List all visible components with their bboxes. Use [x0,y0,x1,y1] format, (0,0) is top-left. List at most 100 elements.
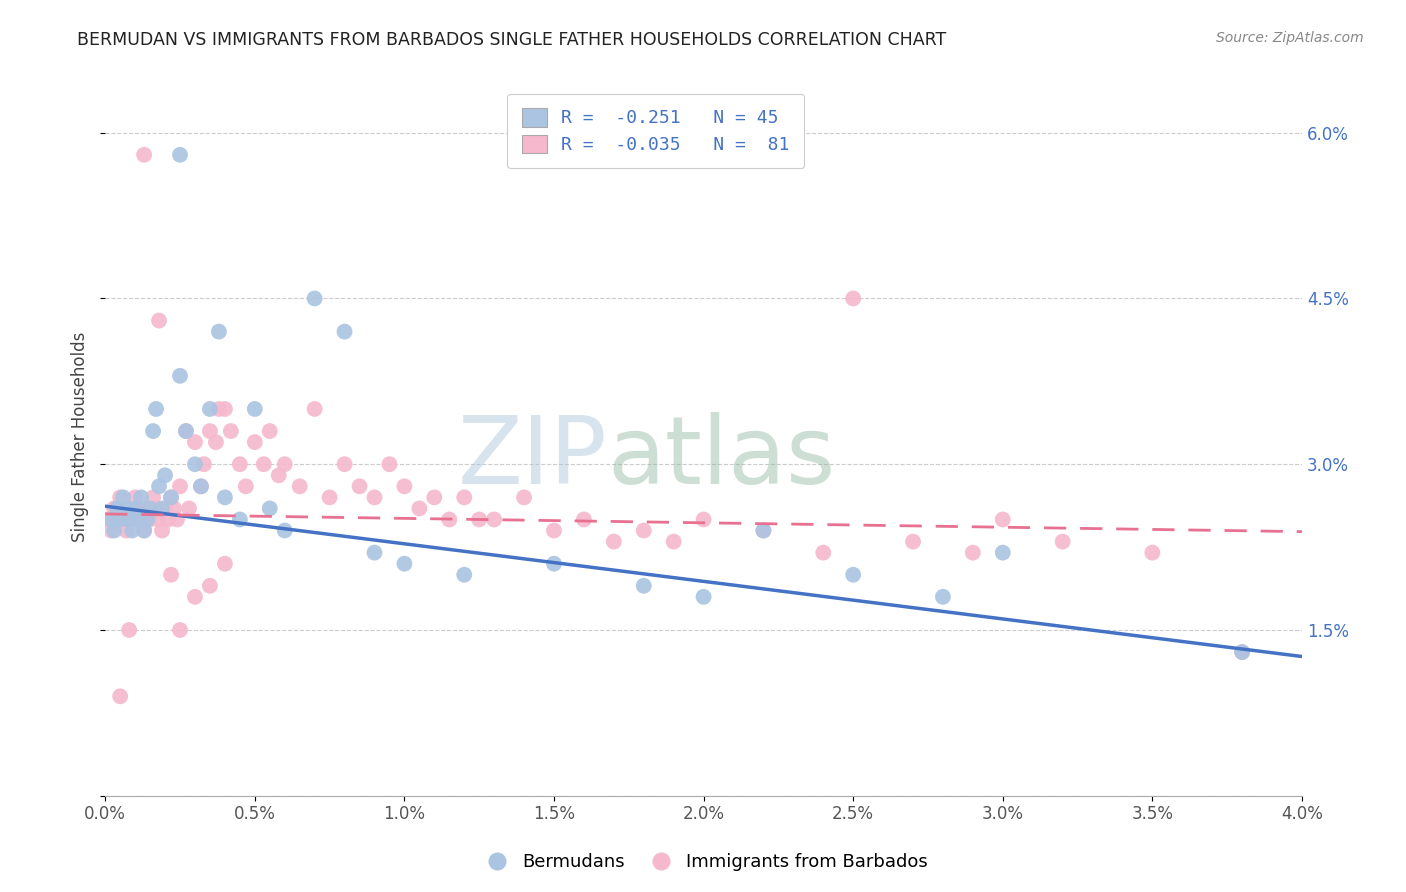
Point [108,512,131,526]
Point [901,534,924,549]
Point [214,557,236,571]
Point [394,557,416,571]
Point [603,534,626,549]
Point [274,524,297,538]
Point [169,623,191,637]
Point [127,512,149,526]
Point [543,557,565,571]
Point [177,501,200,516]
Point [112,491,135,505]
Point [148,479,170,493]
Point [132,524,155,538]
Point [378,457,401,471]
Point [148,512,170,526]
Point [153,468,176,483]
Point [235,479,257,493]
Point [150,501,173,516]
Point [513,491,536,505]
Point [572,512,595,526]
Point [103,524,125,538]
Point [842,292,865,306]
Point [633,524,655,538]
Point [198,401,221,416]
Point [157,512,180,526]
Point [482,512,505,526]
Point [148,313,170,327]
Point [219,424,242,438]
Point [288,479,311,493]
Point [752,524,775,538]
Point [118,501,141,516]
Point [184,435,207,450]
Point [118,512,141,526]
Point [169,368,191,383]
Point [333,457,356,471]
Point [813,546,835,560]
Point [1230,645,1253,659]
Point [1230,645,1253,659]
Text: ZIP: ZIP [458,412,607,504]
Point [100,512,122,526]
Point [214,491,236,505]
Point [193,457,215,471]
Point [142,491,165,505]
Point [198,424,221,438]
Text: BERMUDAN VS IMMIGRANTS FROM BARBADOS SINGLE FATHER HOUSEHOLDS CORRELATION CHART: BERMUDAN VS IMMIGRANTS FROM BARBADOS SIN… [77,31,946,49]
Point [229,457,252,471]
Point [408,501,430,516]
Point [132,148,155,162]
Point [304,401,326,416]
Point [121,524,143,538]
Point [214,401,236,416]
Point [112,512,135,526]
Point [243,435,266,450]
Point [139,501,162,516]
Point [243,401,266,416]
Point [129,491,152,505]
Point [160,491,183,505]
Point [108,491,131,505]
Point [208,325,231,339]
Point [118,623,141,637]
Point [174,424,197,438]
Point [184,590,207,604]
Point [842,567,865,582]
Point [423,491,446,505]
Point [124,501,146,516]
Text: atlas: atlas [607,412,837,504]
Point [363,546,385,560]
Point [160,491,183,505]
Point [318,491,340,505]
Point [453,567,475,582]
Point [142,424,165,438]
Point [932,590,955,604]
Point [205,435,228,450]
Point [752,524,775,538]
Point [692,590,714,604]
Point [439,512,461,526]
Point [136,512,159,526]
Point [991,512,1014,526]
Point [259,501,281,516]
Point [136,501,159,516]
Point [363,491,385,505]
Point [163,501,186,516]
Point [132,524,155,538]
Point [169,479,191,493]
Point [692,512,714,526]
Point [129,512,152,526]
Point [169,148,191,162]
Point [453,491,475,505]
Point [333,325,356,339]
Legend: Bermudans, Immigrants from Barbados: Bermudans, Immigrants from Barbados [471,847,935,879]
Point [108,690,131,704]
Point [208,401,231,416]
Point [1052,534,1074,549]
Point [105,512,128,526]
Point [198,579,221,593]
Point [184,457,207,471]
Point [543,524,565,538]
Point [229,512,252,526]
Point [160,567,183,582]
Point [304,292,326,306]
